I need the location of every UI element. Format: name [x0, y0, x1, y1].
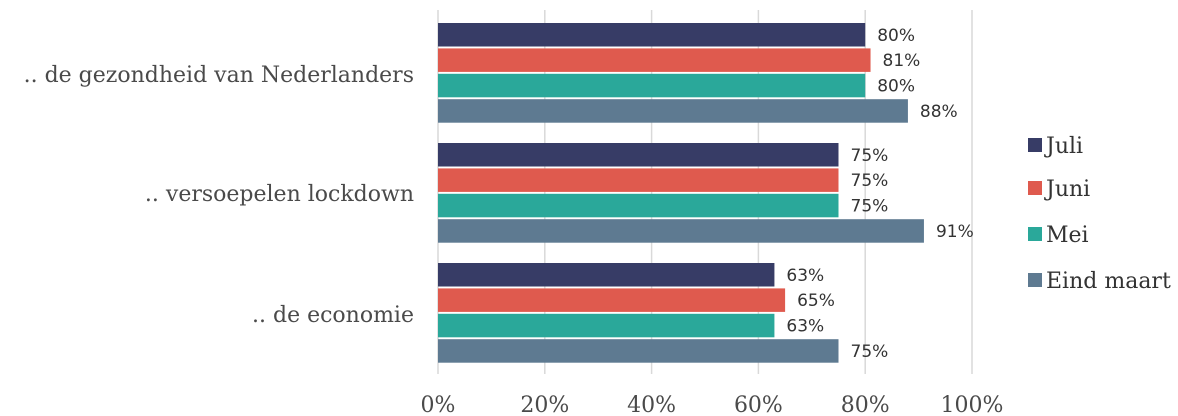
- legend: Juli Juni Mei Eind maart: [1028, 134, 1171, 294]
- bar: [438, 263, 775, 287]
- bar: [438, 143, 839, 167]
- bar: [438, 219, 924, 243]
- legend-swatch: [1028, 273, 1042, 287]
- bars: [438, 23, 924, 363]
- data-label: 91%: [936, 222, 974, 242]
- x-tick-label: 40%: [627, 393, 676, 416]
- data-label: 63%: [786, 266, 824, 286]
- x-tick-label: 20%: [520, 393, 569, 416]
- bar: [438, 99, 908, 123]
- bar: [438, 288, 786, 312]
- x-tick-labels: 0% 20% 40% 60% 80% 100%: [421, 393, 1004, 416]
- x-tick-label: 60%: [734, 393, 783, 416]
- bar: [438, 73, 866, 98]
- bar: [438, 193, 839, 218]
- x-tick-label: 0%: [421, 393, 456, 416]
- legend-label: Mei: [1046, 223, 1089, 248]
- data-label: 75%: [851, 171, 889, 191]
- category-labels: .. de gezondheid van Nederlanders .. vers…: [24, 63, 414, 328]
- bar: [438, 48, 871, 72]
- category-label: .. de gezondheid van Nederlanders: [24, 63, 414, 88]
- bar: [438, 23, 866, 47]
- bar: [438, 313, 775, 338]
- data-label: 75%: [851, 342, 889, 362]
- legend-label: Juni: [1044, 177, 1090, 202]
- legend-swatch: [1028, 181, 1042, 195]
- x-tick-label: 100%: [941, 393, 1004, 416]
- legend-label: Eind maart: [1046, 269, 1171, 294]
- value-labels: 80%81%80%88%75%75%75%91%63%65%63%75%: [786, 26, 973, 362]
- data-label: 65%: [797, 291, 835, 311]
- bar: [438, 339, 839, 363]
- data-label: 80%: [877, 26, 915, 46]
- data-label: 75%: [851, 197, 889, 217]
- data-label: 80%: [877, 77, 915, 97]
- data-label: 81%: [883, 51, 921, 71]
- category-label: .. versoepelen lockdown: [145, 182, 414, 207]
- bar: [438, 168, 839, 192]
- legend-swatch: [1028, 227, 1042, 241]
- data-label: 88%: [920, 102, 958, 122]
- legend-swatch: [1028, 138, 1042, 152]
- x-tick-label: 80%: [841, 393, 890, 416]
- category-label: .. de economie: [252, 303, 414, 328]
- legend-label: Juli: [1044, 134, 1083, 159]
- data-label: 63%: [786, 317, 824, 337]
- data-label: 75%: [851, 146, 889, 166]
